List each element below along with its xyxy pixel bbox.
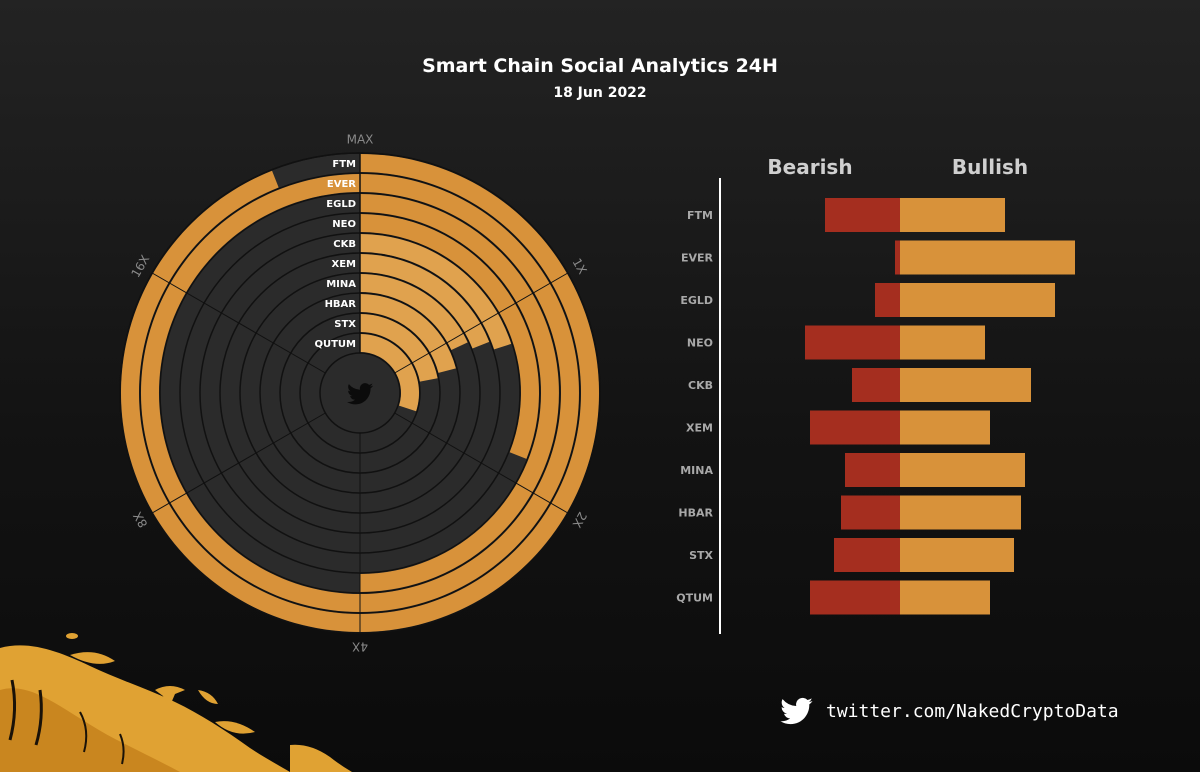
radial-axis-tick: MAX xyxy=(347,133,374,147)
radial-spoke xyxy=(394,272,569,374)
radial-chart: FTM EVER EGLD NEO CKB XEM MINA HBAR STX QUTUM MAX 1… xyxy=(119,133,601,654)
radial-spoke xyxy=(151,272,326,374)
bar-category-label: NEO xyxy=(687,337,713,350)
radial-axis-tick: 1X xyxy=(570,256,590,277)
radial-bar-mina xyxy=(360,274,468,350)
radial-category-label: EVER xyxy=(327,179,356,190)
bar-bearish-ftm xyxy=(825,198,900,232)
radial-axis-tick: 4X xyxy=(352,640,368,654)
bar-bearish-egld xyxy=(875,283,900,317)
radial-category-label: NEO xyxy=(332,219,356,230)
radial-axis-tick: 16X xyxy=(129,253,153,280)
bar-bullish-egld xyxy=(900,283,1055,317)
radial-category-label: FTM xyxy=(332,159,356,170)
radial-bar-qutum xyxy=(360,334,419,412)
bar-bearish-mina xyxy=(845,453,900,487)
chart-title: Smart Chain Social Analytics 24H xyxy=(422,55,778,77)
bar-category-label: MINA xyxy=(680,464,713,477)
radial-category-label: QUTUM xyxy=(314,339,356,350)
bar-bullish-mina xyxy=(900,453,1025,487)
radial-category-label: HBAR xyxy=(325,299,357,310)
radial-category-label: CKB xyxy=(333,239,356,250)
legend-bearish: Bearish xyxy=(767,155,852,179)
bar-bearish-ckb xyxy=(852,368,900,402)
bar-category-label: FTM xyxy=(687,209,713,222)
twitter-bird-icon xyxy=(347,383,374,405)
bar-category-label: EGLD xyxy=(680,294,713,307)
radial-bar-ckb xyxy=(360,234,512,350)
diverging-bar-chart: Bearish Bullish FTM EVER EGLD NEO CKB XEM MINA HB… xyxy=(676,155,1075,634)
bar-bearish-stx xyxy=(834,538,900,572)
bar-bullish-ckb xyxy=(900,368,1031,402)
bar-bullish-hbar xyxy=(900,495,1021,530)
bar-bearish-neo xyxy=(805,325,900,360)
bar-bullish-ftm xyxy=(900,198,1005,232)
radial-category-label: XEM xyxy=(332,259,357,270)
radial-axis-tick: 2X xyxy=(570,509,590,530)
radial-bar-stx xyxy=(360,314,438,382)
bar-bearish-ever xyxy=(895,240,900,275)
radial-category-label: EGLD xyxy=(326,199,356,210)
bar-bullish-qtum xyxy=(900,580,990,615)
radial-category-label: MINA xyxy=(326,279,356,290)
radial-bar-hbar xyxy=(360,294,456,373)
bar-category-label: STX xyxy=(689,549,713,562)
radial-spoke xyxy=(394,412,569,514)
bar-bullish-xem xyxy=(900,410,990,445)
radial-axis-tick: 8X xyxy=(130,509,150,530)
bar-bearish-qtum xyxy=(810,580,900,615)
bar-category-label: EVER xyxy=(681,252,714,265)
bar-category-label: QTUM xyxy=(676,592,713,605)
radial-bar-neo xyxy=(360,214,540,459)
twitter-bird-icon xyxy=(780,697,813,725)
bar-bearish-hbar xyxy=(841,495,900,530)
bar-category-label: HBAR xyxy=(678,507,713,520)
bar-category-label: CKB xyxy=(688,379,713,392)
bar-bullish-stx xyxy=(900,538,1014,572)
footer: twitter.com/NakedCryptoData xyxy=(780,697,1119,725)
radial-spoke xyxy=(151,412,326,514)
bar-bullish-ever xyxy=(900,240,1075,275)
chart-subtitle: 18 Jun 2022 xyxy=(553,85,646,101)
footer-handle: twitter.com/NakedCryptoData xyxy=(826,701,1119,722)
bar-bullish-neo xyxy=(900,325,985,360)
radial-bar-xem xyxy=(360,254,490,349)
bar-category-label: XEM xyxy=(686,422,713,435)
radial-category-label: STX xyxy=(334,319,356,330)
bar-bearish-xem xyxy=(810,410,900,445)
legend-bullish: Bullish xyxy=(952,155,1028,179)
gold-splash-decoration xyxy=(0,633,352,772)
